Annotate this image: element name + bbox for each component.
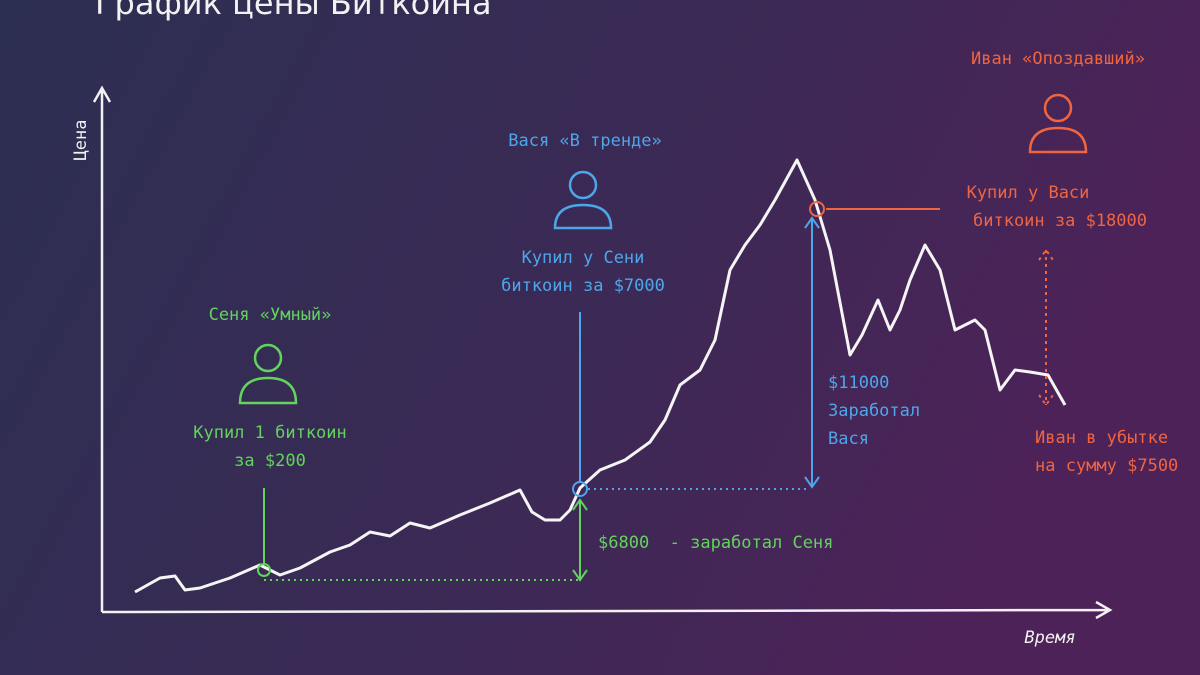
body [238, 376, 298, 405]
vasya: Вася «В тренде» Купил у Сени биткоин за … [501, 131, 920, 497]
price-line [134, 158, 1067, 594]
face [1043, 93, 1073, 123]
profit-arrow [572, 498, 588, 582]
y-label: Цена [71, 120, 91, 161]
body [553, 203, 613, 230]
person-text: биткоин за $18000 [973, 211, 1147, 231]
person-text: за $200 [234, 451, 306, 471]
x-axis [101, 600, 1113, 620]
profit-arrow [804, 216, 820, 489]
person-text: биткоин за $7000 [501, 276, 665, 296]
person-text: Купил у Васи [967, 183, 1090, 203]
person-name: Вася «В тренде» [508, 131, 662, 151]
person-name: Сеня «Умный» [209, 305, 332, 325]
face [568, 170, 598, 200]
body [1028, 126, 1088, 154]
profit-text: $11000 [828, 373, 889, 393]
profit-text: Заработал [828, 401, 920, 421]
senya: Сеня «Умный» Купил 1 биткоин за $200 $68… [193, 305, 833, 582]
loss-text: Иван в убытке [1035, 428, 1168, 448]
buy-point [257, 563, 271, 577]
x-label: Время [1024, 628, 1075, 648]
ivan: Иван «Опоздавший» Купил у Васи биткоин з… [809, 49, 1178, 476]
profit-text: $6800 - заработал Сеня [598, 533, 833, 553]
loss-arrow [1038, 248, 1054, 407]
buy-point [809, 201, 825, 217]
buy-point [572, 481, 588, 497]
person-name: Иван «Опоздавший» [971, 49, 1145, 69]
profit-text: Вася [828, 429, 869, 449]
person-text: Купил у Сени [522, 248, 645, 268]
title: График цены Биткоина [95, 0, 492, 22]
loss-text: на сумму $7500 [1035, 456, 1178, 476]
axes [92, 85, 1113, 620]
face [253, 343, 283, 373]
person-text: Купил 1 биткоин [193, 423, 347, 443]
y-axis [92, 85, 112, 612]
